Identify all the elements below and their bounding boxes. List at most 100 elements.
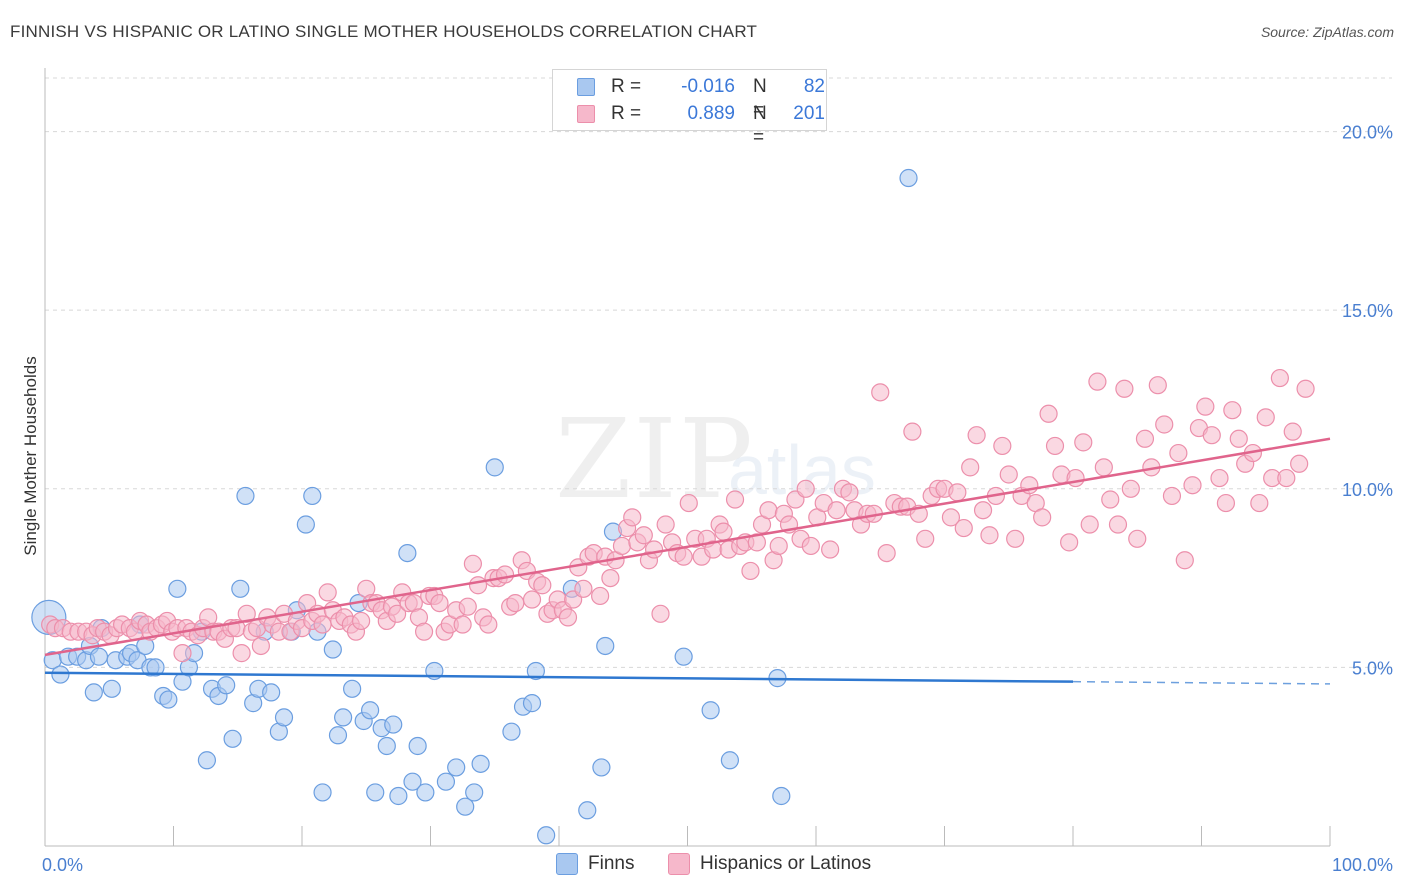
hispanics-point [714, 522, 733, 541]
hispanics-point [634, 526, 653, 545]
finns-point [51, 665, 70, 684]
legend-r-value-hispanics: 0.889 [687, 103, 735, 124]
hispanics-point [941, 508, 961, 527]
hispanics-point [1121, 479, 1140, 498]
finns-point [313, 783, 332, 802]
finns-point [223, 729, 242, 748]
hispanics-point [840, 483, 859, 502]
hispanics-point [769, 536, 788, 556]
legend-n-label: N = [753, 76, 767, 121]
hispanics-point [961, 458, 980, 477]
finns-trend-line [44, 671, 1074, 683]
hispanics-point [574, 579, 593, 598]
hispanics-point [1250, 493, 1269, 513]
hispanics-point [1006, 529, 1025, 548]
series-swatch-finns [556, 853, 578, 875]
finns-point [456, 797, 475, 816]
hispanics-point [916, 529, 935, 548]
hispanics-point [318, 583, 337, 602]
hispanics-point [999, 465, 1018, 484]
finns-point [303, 486, 322, 506]
x-tick-label: 100.0% [1332, 855, 1393, 875]
hispanics-point [173, 644, 192, 663]
finns-point [592, 758, 611, 777]
tick-labels: 20.0% 15.0% 10.0% 5.0% 0.0% 100.0% [42, 123, 1393, 875]
hispanics-point [1183, 476, 1202, 495]
finns-point [485, 458, 504, 477]
finns-point [168, 579, 187, 598]
hispanics-point [973, 501, 993, 520]
hispanics-point [1223, 401, 1242, 420]
hispanics-point [679, 493, 698, 513]
hispanics-point [644, 540, 664, 559]
hispanics-point [674, 547, 693, 566]
finns-point [146, 658, 165, 677]
hispanics-point [1283, 422, 1302, 441]
finns-point [377, 736, 396, 756]
finns-point [596, 636, 615, 656]
hispanics-point [651, 604, 670, 623]
hispanics-point [903, 422, 922, 441]
hispanics-point [623, 508, 642, 527]
finns-point [701, 701, 720, 720]
finns-point [236, 486, 255, 506]
finns-point [674, 647, 693, 666]
hispanics-point [458, 597, 477, 616]
y-tick-label: 5.0% [1352, 658, 1393, 678]
hispanics-trend-line [44, 437, 1331, 657]
legend-swatch-hispanics [577, 105, 595, 123]
chart-source: Source: ZipAtlas.com [1260, 24, 1394, 40]
hispanics-point [980, 526, 999, 545]
finns-point [366, 783, 385, 802]
finns-point [197, 751, 217, 770]
finns-point [84, 683, 103, 702]
hispanics-point [1148, 376, 1167, 395]
hispanics-point [821, 540, 840, 559]
hispanics-point [522, 590, 542, 609]
hispanics-point [1033, 508, 1052, 527]
hispanics-point [1210, 468, 1229, 488]
finns-point [398, 543, 417, 563]
finns-point [899, 168, 918, 188]
hispanics-point [1094, 458, 1113, 477]
hispanics-point [232, 644, 251, 663]
hispanics-point [558, 608, 578, 627]
hispanics-point [591, 586, 610, 606]
hispanics-point [414, 622, 434, 641]
hispanics-point [430, 593, 449, 613]
finns-point [296, 515, 315, 534]
hispanics-point [251, 636, 270, 656]
hispanics-point [967, 426, 986, 445]
finns-point [334, 708, 353, 727]
series-label-finns: Finns [588, 853, 635, 874]
hispanics-point [352, 611, 371, 631]
legend-n-value-finns: 82 [803, 76, 825, 97]
finns-point [384, 715, 403, 734]
hispanics-point [1229, 429, 1248, 448]
finns-point [502, 722, 521, 741]
finns-point [403, 772, 422, 791]
hispanics-point [1074, 433, 1093, 452]
hispanics-point [533, 576, 552, 595]
correlation-legend: R = -0.016 N = 82 R = 0.889 N = 201 [552, 69, 827, 148]
finns-point [328, 726, 348, 745]
hispanics-point [495, 565, 515, 584]
hispanics-point [993, 436, 1012, 456]
hispanics-point [479, 615, 498, 634]
hispanics-point [1162, 486, 1182, 506]
finns-point [89, 647, 109, 666]
hispanics-point [741, 561, 760, 581]
finns-point [343, 679, 362, 698]
hispanics-point [725, 490, 745, 509]
finns-point [537, 826, 556, 845]
finns-point [436, 772, 456, 791]
axes [44, 68, 1331, 847]
trend-lines [44, 437, 1331, 685]
hispanics-point [827, 501, 846, 520]
y-tick-label: 10.0% [1342, 480, 1393, 500]
hispanics-points [41, 368, 1315, 663]
hispanics-point [877, 543, 896, 563]
finns-point [274, 708, 294, 727]
hispanics-point [1045, 436, 1065, 456]
